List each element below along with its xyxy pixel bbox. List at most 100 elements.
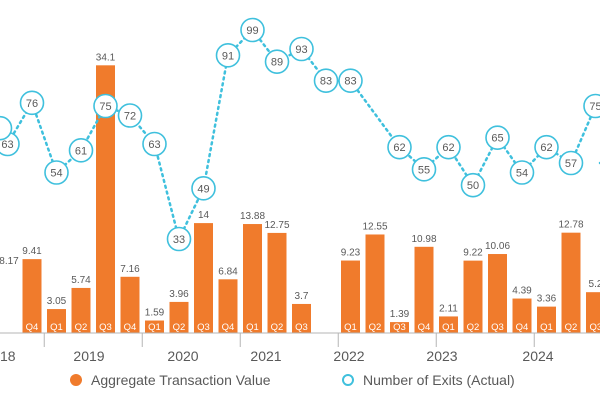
exits-marker-partial[interactable] — [0, 115, 13, 141]
exits-marker[interactable] — [264, 49, 290, 74]
exits-value-label: 65 — [491, 133, 503, 145]
bar[interactable] — [439, 316, 458, 333]
exits-value-label: 75 — [589, 101, 600, 113]
quarter-label: Q2 — [369, 322, 382, 333]
exits-marker[interactable] — [411, 157, 437, 182]
bar[interactable] — [390, 322, 409, 333]
year-label: 2024 — [522, 348, 553, 364]
bar-value-label: 13.88 — [240, 211, 265, 222]
quarter-label: Q1 — [246, 322, 259, 333]
bar[interactable] — [47, 309, 66, 333]
exits-marker[interactable] — [191, 176, 216, 201]
bar[interactable] — [243, 224, 262, 333]
quarter-label: Q2 — [271, 322, 284, 333]
exits-marker[interactable] — [44, 160, 69, 185]
legend-item-transaction-value[interactable]: Aggregate Transaction Value — [70, 372, 271, 388]
exits-marker[interactable] — [19, 90, 45, 116]
bar[interactable] — [561, 232, 581, 333]
legend-label-exits: Number of Exits (Actual) — [363, 372, 515, 388]
exits-marker[interactable] — [166, 226, 192, 252]
bar-value-label: 10.06 — [485, 241, 510, 252]
exits-marker[interactable] — [583, 93, 600, 119]
bar[interactable] — [71, 287, 91, 333]
bar-value-label: 1.39 — [390, 309, 410, 320]
bar[interactable] — [22, 259, 42, 333]
bar-value-label: 5.2 — [589, 279, 600, 290]
exits-value-label: 63 — [148, 139, 160, 151]
exits-marker[interactable] — [387, 134, 412, 160]
exits-marker[interactable] — [558, 150, 584, 176]
bar[interactable] — [586, 292, 600, 333]
exits-marker[interactable] — [460, 172, 486, 198]
quarter-label: Q2 — [173, 322, 186, 333]
quarter-label: Q3 — [393, 322, 406, 333]
legend-bar-swatch-icon — [70, 374, 82, 386]
legend-line-marker-icon — [342, 374, 354, 386]
bar[interactable] — [488, 254, 507, 333]
exits-value-label: 99 — [246, 25, 258, 37]
exits-value-label: 63 — [1, 139, 13, 151]
exits-value-label: 61 — [75, 145, 87, 157]
year-label: 2021 — [250, 348, 281, 364]
bar[interactable] — [120, 276, 140, 333]
chart-canvas: 8.179.41 Q4 3.05 Q1 5.74 Q2 34.1 Q3 7.16 Q4 1.59 Q1… — [0, 17, 600, 364]
bar[interactable] — [96, 65, 115, 333]
quarter-label: Q4 — [516, 322, 529, 333]
bar[interactable] — [145, 320, 164, 333]
quarter-label: Q3 — [295, 322, 308, 333]
exits-marker[interactable] — [485, 125, 510, 150]
exits-value-label: 62 — [393, 142, 405, 154]
bar-value-label: 8.17 — [0, 256, 19, 267]
exits-marker[interactable] — [117, 103, 143, 128]
bar[interactable] — [194, 223, 213, 333]
bar[interactable] — [169, 301, 189, 333]
exits-marker[interactable] — [289, 36, 314, 62]
quarter-label: Q1 — [148, 322, 161, 333]
bar[interactable] — [512, 298, 532, 333]
quarter-label: Q4 — [222, 322, 235, 333]
bar[interactable] — [414, 246, 434, 333]
bar-value-label: 9.41 — [22, 246, 42, 257]
quarter-label: Q2 — [467, 322, 480, 333]
bar-value-label: 7.16 — [120, 264, 140, 275]
bar[interactable] — [463, 260, 483, 333]
bar[interactable] — [365, 234, 385, 333]
exits-value-label: 54 — [516, 168, 528, 180]
exits-value-label: 72 — [124, 111, 136, 123]
bar-value-label: 6.84 — [218, 266, 238, 277]
exits-marker[interactable] — [68, 138, 94, 163]
exits-marker[interactable] — [142, 131, 167, 157]
bar-value-label: 10.98 — [411, 234, 436, 245]
exits-marker[interactable] — [93, 93, 118, 119]
year-label: 2022 — [333, 348, 364, 364]
legend-item-exits[interactable]: Number of Exits (Actual) — [342, 372, 515, 388]
year-label: 2020 — [167, 348, 198, 364]
exits-marker[interactable] — [215, 43, 241, 68]
exits-marker[interactable] — [436, 134, 461, 160]
exits-marker[interactable] — [338, 68, 363, 93]
bar[interactable] — [218, 279, 238, 333]
quarter-label: Q3 — [590, 322, 600, 333]
bar-value-label: 1.59 — [145, 308, 165, 319]
exits-value-label: 83 — [344, 76, 356, 88]
exits-value-label: 33 — [173, 234, 185, 246]
bar[interactable] — [537, 306, 556, 333]
year-label: 18 — [0, 348, 16, 364]
exits-marker[interactable] — [313, 68, 339, 93]
bar[interactable] — [267, 232, 287, 333]
quarter-label: Q1 — [50, 322, 63, 333]
legend: Aggregate Transaction Value Number of Ex… — [0, 372, 600, 396]
exits-marker[interactable] — [534, 134, 559, 160]
exits-marker[interactable] — [509, 160, 535, 185]
legend-label-transaction-value: Aggregate Transaction Value — [91, 372, 271, 388]
bar-value-label: 5.74 — [71, 275, 91, 286]
bar-value-label: 34.1 — [96, 52, 116, 63]
bar[interactable] — [341, 260, 360, 333]
exits-value-label: 83 — [320, 76, 332, 88]
year-label: 2023 — [426, 348, 457, 364]
exits-marker[interactable] — [240, 17, 265, 43]
bar[interactable] — [292, 303, 311, 333]
bar-value-label: 9.22 — [463, 248, 483, 259]
bar-value-label: 9.23 — [341, 248, 361, 259]
